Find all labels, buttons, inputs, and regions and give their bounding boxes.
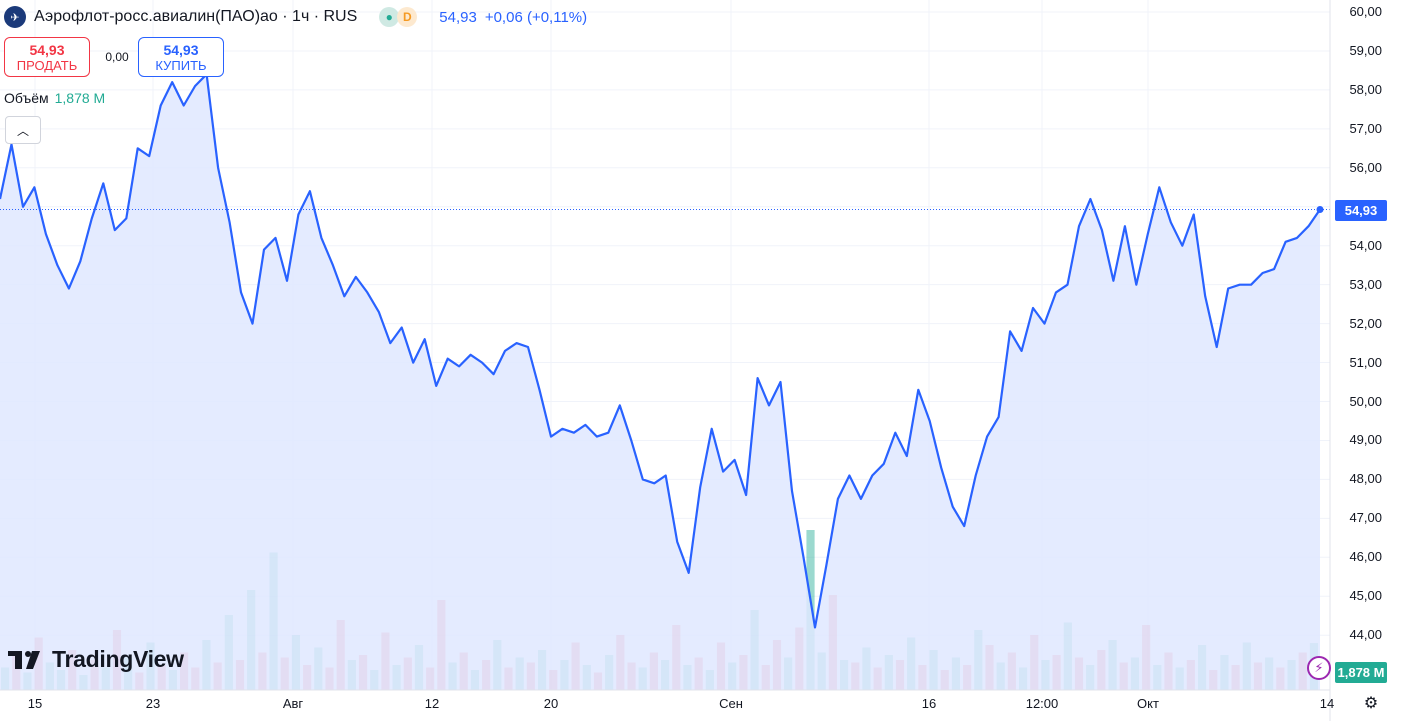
price-axis-label: 59,00 [1349, 42, 1382, 58]
time-axis-label: 15 [27, 696, 43, 711]
volume-label: Объём [4, 90, 49, 106]
price-axis-label: 47,00 [1349, 510, 1382, 526]
price-axis-label: 60,00 [1349, 4, 1382, 19]
time-axis-label: Авг [282, 696, 304, 711]
price-axis-label: 44,00 [1349, 627, 1382, 643]
price-axis-label: 57,00 [1349, 120, 1382, 136]
symbol-header: ✈ Аэрофлот-росс.авиалин(ПАО)ао · 1ч · RU… [4, 4, 587, 30]
time-axis-label: 20 [543, 696, 559, 711]
symbol-title[interactable]: Аэрофлот-росс.авиалин(ПАО)ао · 1ч · RUS [34, 8, 358, 25]
last-price-dot [1316, 205, 1324, 213]
market-open-dot-icon[interactable]: ● [379, 7, 400, 27]
spread-value: 0,00 [105, 50, 129, 64]
buy-price: 54,93 [163, 42, 199, 58]
header-change: +0,06 (+0,11%) [484, 8, 588, 26]
price-axis-label: 45,00 [1349, 588, 1382, 604]
collapse-legend-button[interactable]: ︿ [5, 116, 41, 144]
price-line [0, 73, 1321, 629]
price-axis-label: 52,00 [1349, 315, 1382, 331]
price-axis-label: 49,00 [1349, 432, 1382, 448]
tradingview-mark-icon [8, 650, 40, 669]
price-axis-label: 56,00 [1349, 159, 1382, 175]
price-axis-label: 54,00 [1349, 237, 1382, 253]
settings-gear-icon[interactable]: ⚙ [1363, 695, 1379, 712]
buy-button[interactable]: 54,93 КУПИТЬ [138, 37, 224, 77]
price-axis-label: 48,00 [1349, 471, 1382, 487]
tradingview-wordmark: TradingView [52, 646, 184, 672]
chevron-up-icon: ︿ [16, 123, 29, 138]
buy-label: КУПИТЬ [155, 58, 207, 73]
volume-tag: 1,878 M [1335, 662, 1387, 683]
market-status-indicators[interactable]: ● D [379, 7, 418, 27]
price-axis-label: 46,00 [1349, 549, 1382, 565]
time-axis-label: 14 [1319, 696, 1335, 711]
price-axis-label: 58,00 [1349, 81, 1382, 97]
time-axis-label: 16 [921, 696, 937, 711]
sell-label: ПРОДАТЬ [16, 58, 78, 73]
price-area-fill [0, 74, 1320, 691]
time-axis-label: Сен [719, 696, 743, 711]
aeroflot-logo-icon: ✈ [4, 6, 26, 28]
volume-legend[interactable]: Объём 1,878 M [4, 90, 105, 106]
price-axis-label: 53,00 [1349, 276, 1382, 292]
header-last-price: 54,93 [439, 8, 477, 26]
time-axis-label: 12:00 [1025, 696, 1059, 711]
current-price-tag: 54,93 [1335, 200, 1387, 221]
time-axis-label: 12 [424, 696, 440, 711]
time-axis-label: Окт [1137, 696, 1159, 711]
sell-button[interactable]: 54,93 ПРОДАТЬ [4, 37, 90, 77]
data-delay-badge[interactable]: D [397, 7, 418, 27]
time-axis-label: 23 [145, 696, 161, 711]
price-axis-label: 50,00 [1349, 393, 1382, 409]
tradingview-logo[interactable]: TradingView [8, 646, 184, 673]
sell-price: 54,93 [29, 42, 65, 58]
price-axis-label: 51,00 [1349, 354, 1382, 370]
volume-value: 1,878 M [54, 90, 106, 106]
lightning-icon[interactable]: ⚡ [1307, 656, 1331, 680]
